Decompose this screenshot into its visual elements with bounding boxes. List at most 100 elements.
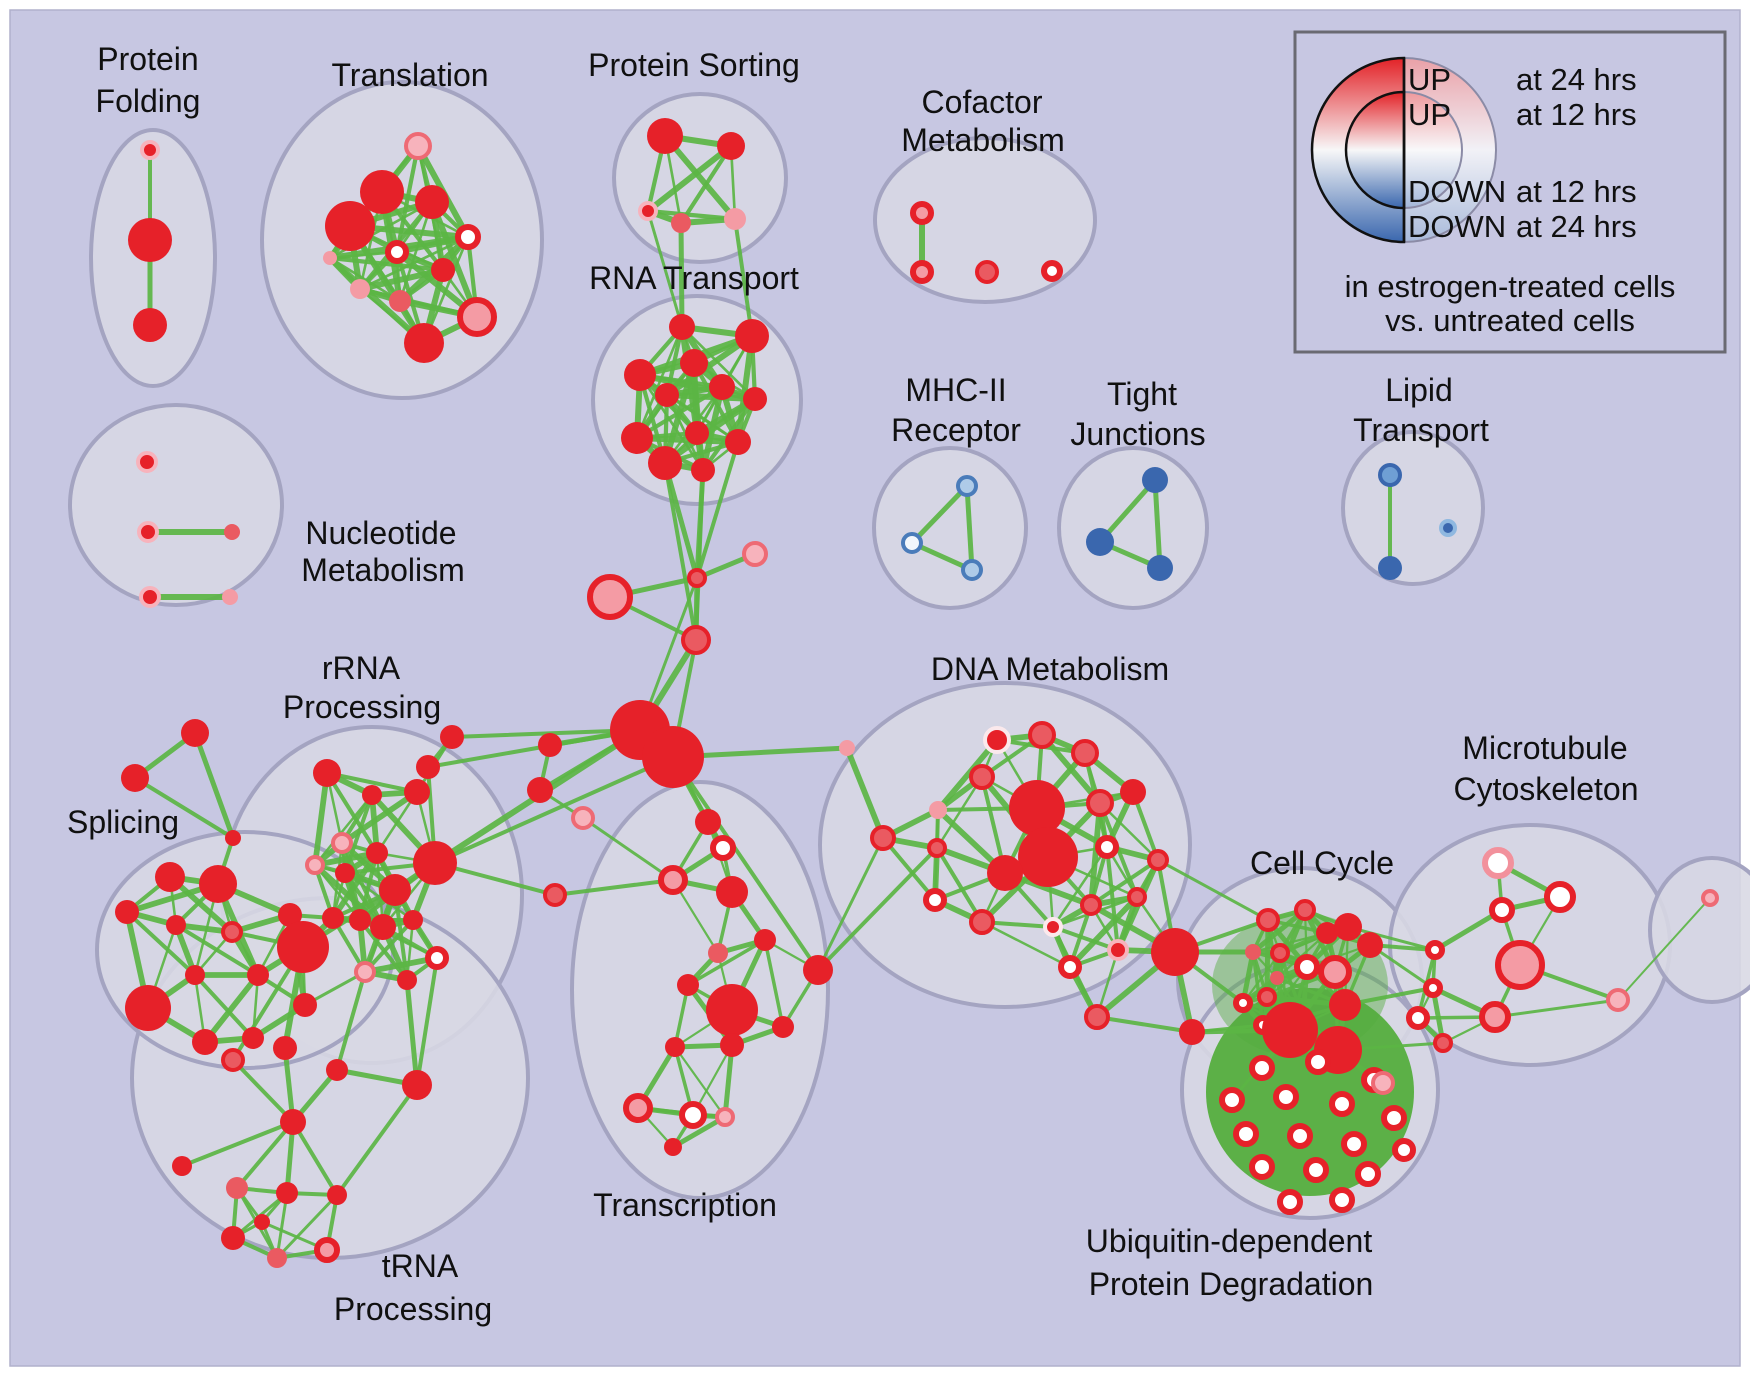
gene-node [402, 1070, 432, 1100]
gene-node [772, 1016, 794, 1038]
gene-node [927, 838, 947, 858]
cluster-label: Protein Degradation [1089, 1266, 1374, 1302]
legend-row-time: at 12 hrs [1516, 97, 1637, 132]
gene-node [185, 965, 205, 985]
gene-node [1009, 780, 1065, 836]
cluster-label: tRNA [382, 1248, 459, 1284]
edge [645, 143, 734, 214]
edge [324, 770, 420, 795]
gene-node [1270, 943, 1290, 963]
edge [133, 776, 235, 840]
legend-row-time: at 12 hrs [1516, 174, 1637, 209]
gene-node [293, 993, 317, 1017]
edge [934, 845, 985, 925]
gene-node [716, 876, 748, 908]
edge [1051, 845, 1109, 929]
gene-node [1028, 721, 1056, 749]
edge [678, 143, 734, 226]
gene-node [276, 1182, 298, 1204]
gene-node [1423, 978, 1443, 998]
edge [202, 972, 261, 1045]
gene-node [803, 955, 833, 985]
gene-node [1433, 1033, 1453, 1053]
gene-node [669, 314, 695, 340]
gene-node [720, 1033, 744, 1057]
gene-node [280, 1109, 306, 1135]
gene-node [1043, 917, 1063, 937]
legend-row-label: DOWN [1408, 174, 1506, 209]
gene-node [724, 208, 746, 230]
gene-node [685, 421, 709, 445]
cluster-label: Microtubule [1462, 730, 1627, 766]
inter-cluster-edge [335, 970, 367, 1072]
inter-cluster-edge [1346, 925, 1437, 952]
gene-node [314, 1237, 340, 1263]
gene-node [139, 586, 161, 608]
edge [935, 775, 984, 850]
edge [327, 255, 427, 346]
gene-node [1151, 928, 1199, 976]
edge [180, 1120, 295, 1168]
gene-node [221, 1048, 245, 1072]
nodes-far-right [1701, 889, 1719, 907]
gene-node [1329, 1091, 1355, 1117]
cluster-label: DNA Metabolism [931, 651, 1169, 687]
gene-node [1371, 1071, 1395, 1095]
gene-node [172, 1156, 192, 1176]
gene-node [322, 907, 344, 929]
gene-node [335, 863, 355, 883]
nodes-microtubule-cytoskeleton [1406, 847, 1630, 1053]
edge [635, 325, 684, 440]
gene-node [1233, 1121, 1259, 1147]
gene-node [1249, 1055, 1275, 1081]
edge [722, 1042, 735, 1120]
gene-node [415, 185, 449, 219]
gene-node [742, 541, 768, 567]
gene-node [754, 929, 776, 951]
gene-node [379, 874, 411, 906]
inter-cluster-edge [695, 440, 740, 580]
gene-node [1080, 894, 1102, 916]
edge [673, 1045, 727, 1119]
nodes-tight-junctions [1086, 467, 1173, 581]
edge [429, 199, 480, 320]
legend-row-label: DOWN [1408, 209, 1506, 244]
gene-node [1142, 467, 1168, 493]
gene-node [642, 726, 704, 788]
nodes-nucleotide-metabolism [136, 451, 240, 608]
gene-node [273, 1036, 297, 1060]
cluster-boundary-far-right [1648, 856, 1750, 1004]
nodes-protein-folding [128, 140, 172, 342]
edge [275, 1193, 339, 1260]
gene-node [527, 777, 553, 803]
gene-node [1392, 1138, 1416, 1162]
gene-node [224, 524, 240, 540]
cluster-label: Tight [1107, 376, 1177, 412]
inter-cluster-edge [646, 209, 684, 329]
gene-node [680, 349, 708, 377]
legend-footer: in estrogen-treated cells [1345, 269, 1676, 304]
cluster-label: Transcription [593, 1187, 777, 1223]
gene-node [571, 806, 595, 830]
gene-nodes [115, 118, 1719, 1268]
edge [664, 392, 758, 402]
edge [964, 483, 975, 573]
gene-node [155, 862, 185, 892]
legend: UP at 24 hrs UP at 12 hrs DOWN at 12 hrs DOWN a… [1293, 30, 1727, 354]
gene-node [1256, 908, 1280, 932]
gene-node [1606, 988, 1630, 1012]
gene-node [1318, 955, 1352, 989]
gene-node [983, 726, 1011, 754]
nodes-lipid-transport [1378, 463, 1457, 580]
edge [1094, 1014, 1195, 1035]
gene-node [431, 258, 455, 282]
inter-cluster-edge [816, 846, 939, 972]
gene-node [961, 559, 983, 581]
cluster-label: Ubiquitin-dependent [1086, 1223, 1373, 1259]
gene-node [1084, 1004, 1110, 1030]
gene-node [969, 909, 995, 935]
gene-node [1245, 944, 1261, 960]
gene-node [647, 118, 683, 154]
gene-node [969, 764, 995, 790]
edge [331, 841, 344, 920]
